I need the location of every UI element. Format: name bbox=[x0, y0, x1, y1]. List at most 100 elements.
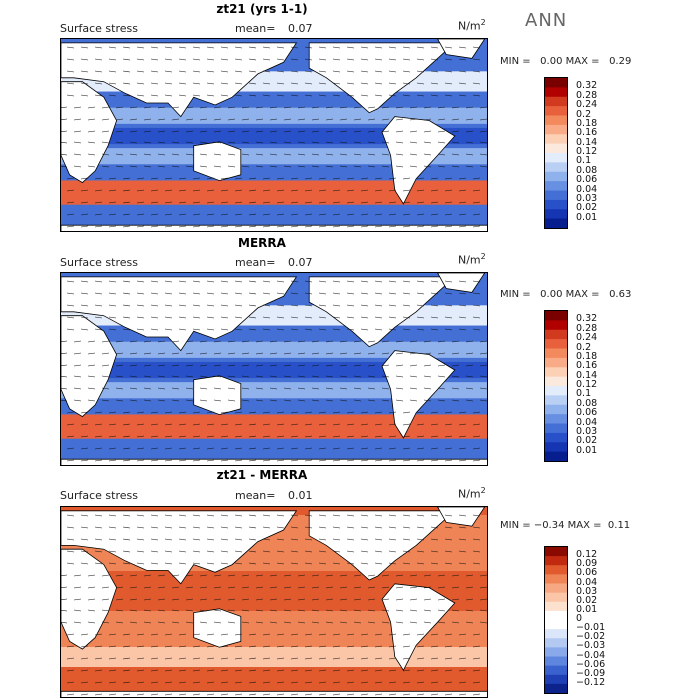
stress-band bbox=[61, 212, 487, 218]
stress-band bbox=[61, 567, 487, 572]
stress-vectors bbox=[61, 514, 487, 696]
colorbar-swatch bbox=[545, 78, 567, 88]
colorbar-tick-label: 0.03 bbox=[576, 425, 598, 437]
continent-outline bbox=[381, 350, 456, 439]
stress-band bbox=[61, 87, 487, 93]
panel-2-mean-label: mean= bbox=[235, 256, 276, 269]
stress-band bbox=[61, 111, 487, 117]
stress-band bbox=[61, 220, 487, 226]
stress-band bbox=[61, 551, 487, 556]
colorbar-swatch bbox=[545, 414, 567, 425]
panel-3-unit: N/m2 bbox=[458, 486, 486, 501]
stress-band bbox=[61, 341, 487, 347]
colorbar-swatch bbox=[545, 153, 567, 163]
stress-band bbox=[61, 643, 487, 648]
colorbar-tick-label: −0.03 bbox=[576, 640, 606, 652]
panel-2-field-label: Surface stress bbox=[60, 256, 138, 269]
stress-band bbox=[61, 591, 487, 596]
stress-band bbox=[61, 667, 487, 672]
colorbar-tick-label: 0.06 bbox=[576, 407, 598, 419]
stress-band bbox=[61, 687, 487, 692]
colorbar-swatch bbox=[545, 556, 567, 566]
colorbar-tick-label: 0.02 bbox=[576, 202, 598, 214]
colorbar-tick-label: 0.04 bbox=[576, 416, 598, 428]
stress-band bbox=[61, 123, 487, 129]
stress-band bbox=[61, 184, 487, 190]
stress-band bbox=[61, 148, 487, 153]
stress-band bbox=[61, 329, 487, 335]
panel-1-map bbox=[60, 38, 488, 232]
stress-band bbox=[61, 442, 487, 448]
colorbar-tick-label: 0.03 bbox=[576, 585, 598, 597]
stress-band bbox=[61, 156, 487, 161]
stress-band bbox=[61, 345, 487, 351]
stress-band bbox=[61, 382, 487, 387]
colorbar-tick-label: 0.1 bbox=[576, 388, 592, 400]
panel-3-map bbox=[60, 506, 488, 698]
colorbar-tick-label: 0.2 bbox=[576, 341, 592, 353]
colorbar-tick-label: 0.12 bbox=[576, 379, 598, 390]
colorbar-swatch bbox=[545, 339, 567, 350]
colorbar-tick-label: 0.2 bbox=[576, 108, 592, 120]
stress-band bbox=[61, 438, 487, 444]
colorbar-swatch bbox=[545, 395, 567, 406]
stress-band bbox=[61, 446, 487, 452]
colorbar-swatch bbox=[545, 638, 567, 648]
colorbar-tick-label: 0.1 bbox=[576, 155, 592, 167]
stress-band bbox=[61, 196, 487, 202]
stress-band bbox=[61, 131, 487, 137]
continent-outline bbox=[61, 690, 487, 697]
colorbar-swatch bbox=[545, 320, 567, 331]
colorbar-swatch bbox=[545, 423, 567, 434]
stress-band bbox=[61, 313, 487, 319]
colorbar-tick-label: 0.14 bbox=[576, 369, 598, 381]
colorbar-swatch bbox=[545, 620, 567, 630]
stress-band bbox=[61, 115, 487, 121]
colorbar-tick-label: 0.01 bbox=[576, 603, 598, 615]
stress-band bbox=[61, 663, 487, 668]
colorbar-tick-label: −0.04 bbox=[576, 649, 606, 661]
colorbar-swatch bbox=[545, 432, 567, 443]
colorbar-tick-label: 0.18 bbox=[576, 350, 598, 362]
panel-1-colorbar-labels: 0.32 0.28 0.24 0.2 0.18 0.16 0.14 0.12 0.1 0.08 0.… bbox=[576, 77, 636, 229]
continent-outline bbox=[193, 141, 242, 182]
stress-band bbox=[61, 559, 487, 564]
stress-band bbox=[61, 587, 487, 592]
stress-band bbox=[61, 410, 487, 416]
colorbar-tick-label: 0.06 bbox=[576, 174, 598, 186]
stress-band bbox=[61, 454, 487, 460]
colorbar-swatch bbox=[545, 574, 567, 585]
continent-outline bbox=[61, 42, 298, 118]
panel-2-title: MERRA bbox=[238, 236, 286, 250]
colorbar-swatch bbox=[545, 218, 567, 229]
colorbar-swatch bbox=[545, 647, 567, 658]
stress-band bbox=[61, 659, 487, 664]
continent-outline bbox=[193, 375, 242, 416]
panel-2-map bbox=[60, 272, 488, 466]
colorbar-swatch bbox=[545, 143, 567, 154]
stress-band bbox=[61, 192, 487, 198]
stress-band bbox=[61, 333, 487, 339]
stress-band bbox=[61, 357, 487, 363]
colorbar-swatch bbox=[545, 106, 567, 117]
colorbar-swatch bbox=[545, 451, 567, 462]
colorbar-swatch bbox=[545, 115, 567, 126]
stress-band bbox=[61, 208, 487, 214]
stress-band bbox=[61, 301, 487, 306]
stress-band bbox=[61, 615, 487, 620]
stress-band bbox=[61, 619, 487, 624]
panel-2-unit: N/m2 bbox=[458, 252, 486, 267]
stress-band bbox=[61, 430, 487, 436]
stress-band bbox=[61, 172, 487, 178]
colorbar-tick-label: −0.01 bbox=[576, 622, 606, 634]
stress-band bbox=[61, 390, 487, 395]
stress-band bbox=[61, 160, 487, 165]
colorbar-tick-label: 0.09 bbox=[576, 558, 598, 570]
panel-2-mean-value: 0.07 bbox=[288, 256, 313, 269]
colorbar-swatch bbox=[545, 124, 567, 135]
colorbar-tick-label: 0.06 bbox=[576, 567, 598, 579]
colorbar-tick-label: 0.32 bbox=[576, 313, 598, 325]
stress-band bbox=[61, 655, 487, 660]
panel-3-minmax: MIN = −0.34 MAX = 0.11 bbox=[500, 520, 631, 531]
stress-band bbox=[61, 216, 487, 222]
